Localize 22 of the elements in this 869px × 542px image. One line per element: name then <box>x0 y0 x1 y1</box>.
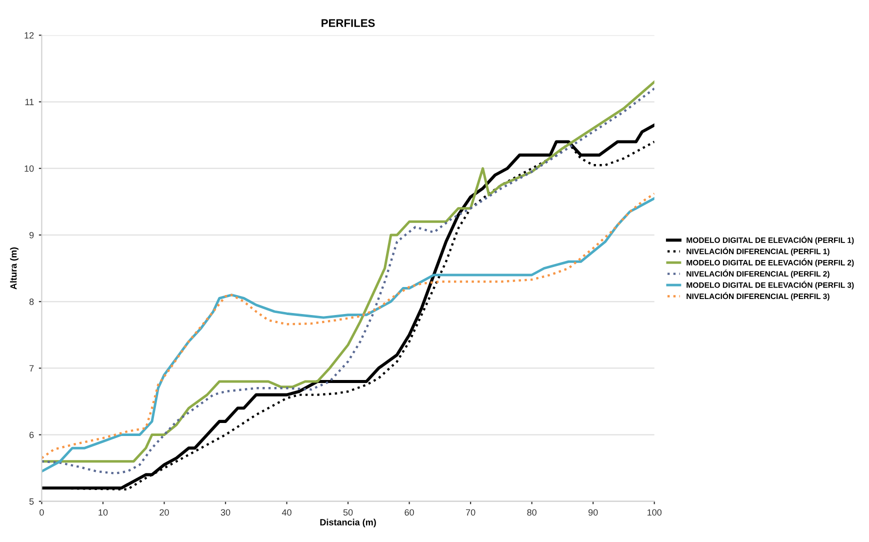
y-tick-label: 5 <box>29 498 34 505</box>
x-tick-label: 100 <box>648 509 662 516</box>
y-axis-title: Altura (m) <box>10 247 18 290</box>
chart-title: PERFILES <box>322 19 375 28</box>
x-tick-label: 40 <box>282 509 292 516</box>
x-tick-label: 20 <box>160 509 169 516</box>
x-tick-label: 30 <box>220 509 230 516</box>
x-tick-label: 0 <box>40 509 44 516</box>
x-tick-label: 70 <box>466 509 476 516</box>
x-tick-label: 80 <box>527 509 536 516</box>
y-tick-label: 8 <box>29 298 34 305</box>
x-tick-label: 90 <box>588 509 598 516</box>
y-tick-label: 11 <box>25 98 34 106</box>
y-tick-label: 6 <box>30 432 34 438</box>
x-tick-label: 60 <box>404 509 414 516</box>
y-tick-label: 9 <box>29 232 34 238</box>
x-tick-label: 10 <box>98 509 108 516</box>
y-tick-label: 7 <box>30 365 34 372</box>
y-tick-label: 10 <box>24 165 34 172</box>
x-axis-title: Distancia (m) <box>320 518 376 528</box>
y-tick-label: 12 <box>24 32 34 38</box>
x-tick-label: 50 <box>343 509 353 516</box>
